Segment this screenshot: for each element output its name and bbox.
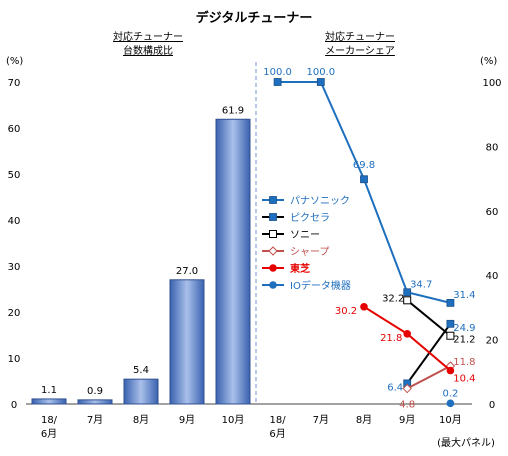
line-marker bbox=[446, 298, 455, 307]
line-data-label: 32.2 bbox=[382, 293, 404, 304]
series-line bbox=[406, 323, 452, 384]
bar bbox=[77, 399, 113, 405]
legend-label: ピクセラ bbox=[290, 212, 330, 224]
line-marker bbox=[360, 175, 368, 184]
bar-value-label: 0.9 bbox=[87, 386, 103, 397]
line-category-label: 8月 bbox=[356, 414, 372, 426]
left-y-unit: (%) bbox=[6, 56, 23, 67]
bar-category-label: 9月 bbox=[179, 414, 195, 426]
bar bbox=[31, 398, 67, 405]
bar-value-label: 5.4 bbox=[133, 365, 149, 376]
line-data-label: 24.9 bbox=[453, 323, 475, 334]
right-y-tick-label: 80 bbox=[486, 142, 499, 153]
bar-category-label: 18/6月 bbox=[41, 415, 58, 440]
right-y-tick-label: 20 bbox=[486, 336, 499, 347]
chart-title: デジタルチューナー bbox=[196, 10, 313, 26]
line-data-label: 34.7 bbox=[410, 279, 432, 290]
left-subtitle: 対応チューナー台数構成比 bbox=[113, 30, 183, 57]
right-y-tick-label: 60 bbox=[486, 207, 499, 218]
line-marker bbox=[402, 383, 412, 394]
line-marker bbox=[446, 366, 455, 375]
line-marker bbox=[446, 319, 455, 328]
left-y-tick-label: 60 bbox=[8, 124, 21, 135]
legend-label: 東芝 bbox=[290, 262, 310, 275]
line-marker bbox=[268, 246, 278, 256]
bar-value-label: 1.1 bbox=[41, 385, 57, 396]
bar-category-label: 7月 bbox=[87, 414, 103, 426]
left-y-tick-label: 50 bbox=[8, 170, 21, 181]
legend-label: シャープ bbox=[290, 246, 329, 258]
left-y-tick-label: 30 bbox=[8, 262, 21, 273]
right-y-tick-label: 100 bbox=[482, 78, 501, 89]
line-marker bbox=[403, 330, 412, 338]
left-y-tick-label: 20 bbox=[8, 308, 21, 319]
line-data-label: 0.2 bbox=[442, 388, 458, 399]
legend-label: IOデータ機器 bbox=[290, 279, 351, 292]
bar bbox=[169, 279, 205, 405]
line-marker bbox=[403, 296, 412, 305]
line-data-label: 30.2 bbox=[335, 306, 357, 317]
series-line bbox=[406, 299, 452, 337]
line-data-label: 11.8 bbox=[453, 357, 475, 368]
right-y-unit: (%) bbox=[480, 56, 497, 67]
bar bbox=[215, 118, 251, 405]
line-data-label: 21.8 bbox=[380, 333, 402, 344]
line-marker bbox=[360, 302, 368, 311]
line-marker bbox=[269, 264, 277, 272]
right-y-tick-label: 40 bbox=[486, 271, 499, 282]
legend-label: パナソニック bbox=[290, 195, 350, 207]
series-line bbox=[363, 305, 452, 372]
line-marker bbox=[403, 288, 412, 297]
line-marker bbox=[273, 78, 282, 86]
line-marker bbox=[446, 399, 455, 408]
line-data-label: 31.4 bbox=[453, 290, 475, 301]
series-line bbox=[406, 365, 451, 390]
left-y-tick-label: 70 bbox=[8, 78, 21, 89]
line-category-label: 7月 bbox=[313, 414, 329, 426]
bar-value-label: 27.0 bbox=[176, 266, 198, 277]
left-y-tick-label: 10 bbox=[8, 354, 21, 365]
line-marker bbox=[269, 281, 277, 289]
line-category-label: 10月 bbox=[439, 414, 462, 426]
line-data-label: 21.2 bbox=[453, 335, 475, 346]
line-data-label: 10.4 bbox=[453, 374, 475, 385]
line-data-label: 6.4 bbox=[387, 382, 403, 393]
line-marker bbox=[269, 196, 277, 204]
left-y-tick-label: 0 bbox=[11, 400, 17, 411]
line-marker bbox=[269, 213, 277, 221]
line-marker bbox=[446, 331, 455, 340]
line-marker bbox=[316, 78, 325, 86]
line-category-label: 18/6月 bbox=[269, 415, 286, 440]
bar-category-label: 10月 bbox=[222, 414, 245, 426]
right-subtitle: 対応チューナーメーカーシェア bbox=[325, 30, 395, 57]
bar bbox=[123, 378, 159, 405]
x-note: (最大パネル) bbox=[437, 436, 495, 449]
right-y-tick-label: 0 bbox=[489, 400, 495, 411]
line-data-label: 100.0 bbox=[263, 67, 292, 78]
line-category-label: 9月 bbox=[399, 414, 415, 426]
left-y-tick-label: 40 bbox=[8, 216, 21, 227]
bar-value-label: 61.9 bbox=[222, 105, 244, 116]
line-data-label: 69.8 bbox=[353, 160, 375, 171]
bar-category-label: 8月 bbox=[133, 414, 149, 426]
line-marker bbox=[269, 230, 277, 238]
legend-label: ソニー bbox=[290, 230, 320, 241]
line-data-label: 4.8 bbox=[399, 400, 415, 411]
line-data-label: 100.0 bbox=[306, 67, 335, 78]
